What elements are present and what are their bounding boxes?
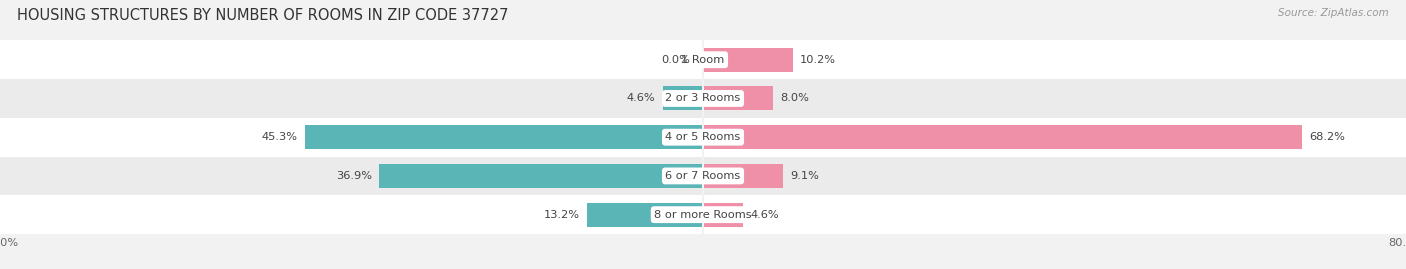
Bar	[0, 195, 1406, 234]
Text: 45.3%: 45.3%	[262, 132, 298, 142]
Bar	[378, 164, 703, 188]
Text: 13.2%: 13.2%	[544, 210, 581, 220]
Bar	[0, 79, 1406, 118]
Bar	[588, 203, 703, 227]
Bar	[0, 118, 1406, 157]
Bar	[703, 203, 744, 227]
Bar	[703, 86, 773, 111]
Text: 4.6%: 4.6%	[627, 93, 655, 104]
Text: 9.1%: 9.1%	[790, 171, 818, 181]
Text: 0.0%: 0.0%	[661, 55, 690, 65]
Text: 68.2%: 68.2%	[1309, 132, 1346, 142]
Text: HOUSING STRUCTURES BY NUMBER OF ROOMS IN ZIP CODE 37727: HOUSING STRUCTURES BY NUMBER OF ROOMS IN…	[17, 8, 509, 23]
Text: 4.6%: 4.6%	[751, 210, 779, 220]
Text: Source: ZipAtlas.com: Source: ZipAtlas.com	[1278, 8, 1389, 18]
Text: 6 or 7 Rooms: 6 or 7 Rooms	[665, 171, 741, 181]
Bar	[0, 157, 1406, 195]
Bar	[662, 86, 703, 111]
Text: 36.9%: 36.9%	[336, 171, 371, 181]
Bar	[703, 48, 793, 72]
Text: 2 or 3 Rooms: 2 or 3 Rooms	[665, 93, 741, 104]
Bar	[703, 125, 1302, 149]
Bar	[0, 40, 1406, 79]
Text: 10.2%: 10.2%	[800, 55, 835, 65]
Text: 8 or more Rooms: 8 or more Rooms	[654, 210, 752, 220]
Text: 8.0%: 8.0%	[780, 93, 810, 104]
Text: 1 Room: 1 Room	[682, 55, 724, 65]
Bar	[305, 125, 703, 149]
Text: 4 or 5 Rooms: 4 or 5 Rooms	[665, 132, 741, 142]
Bar	[703, 164, 783, 188]
